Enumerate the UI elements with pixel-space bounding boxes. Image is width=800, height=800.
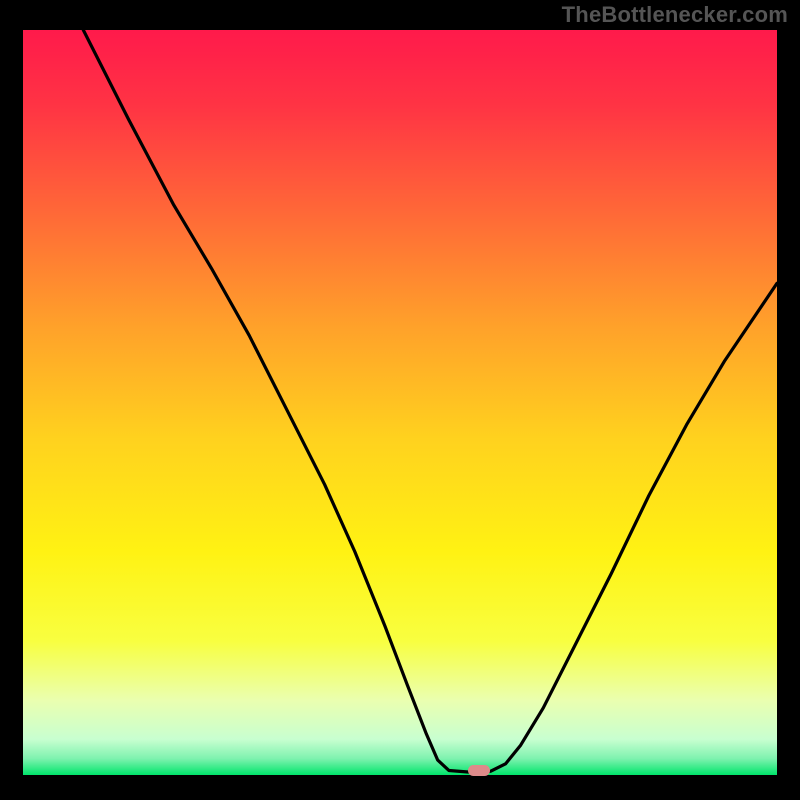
plot-svg bbox=[23, 30, 777, 775]
plot-area bbox=[23, 30, 777, 775]
chart-root: TheBottlenecker.com bbox=[0, 0, 800, 800]
optimal-point-marker bbox=[468, 765, 491, 775]
watermark-text: TheBottlenecker.com bbox=[562, 2, 788, 28]
